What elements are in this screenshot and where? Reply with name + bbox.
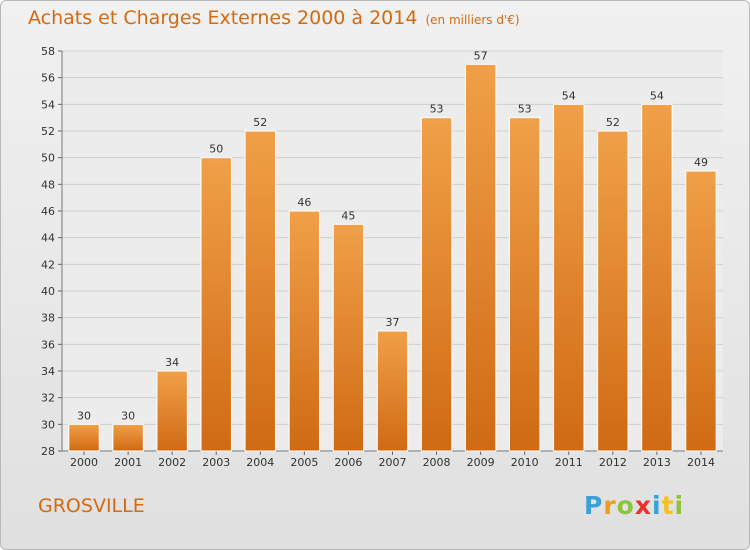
data-label-2013: 54 — [650, 89, 664, 102]
x-tick-label-2011: 2011 — [555, 456, 583, 469]
data-label-2007: 37 — [386, 316, 400, 329]
data-label-2004: 52 — [253, 116, 267, 129]
x-tick-label-2007: 2007 — [379, 456, 407, 469]
town-name: GROSVILLE — [38, 495, 145, 517]
label-layer: 30 2000 30 2001 34 2002 50 2003 52 2004 46 2005 45 20… — [70, 49, 715, 469]
x-tick-label-2000: 2000 — [70, 456, 98, 469]
bar-2003 — [200, 157, 232, 452]
y-tick-label: 46 — [41, 205, 55, 218]
logo-letter: r — [603, 491, 617, 520]
chart-title: Achats et Charges Externes 2000 à 2014 (e… — [28, 7, 520, 29]
title-text: Achats et Charges Externes 2000 à 2014 — [28, 7, 418, 29]
x-tick-label-2013: 2013 — [643, 456, 671, 469]
logo-letter: x — [634, 491, 652, 520]
x-tick-label-2012: 2012 — [599, 456, 627, 469]
bar-2004 — [244, 130, 277, 452]
data-label-2005: 46 — [297, 196, 311, 209]
y-tick-label: 34 — [41, 365, 55, 378]
data-label-2001: 30 — [121, 409, 135, 422]
bar-2005 — [288, 210, 321, 452]
bar-2014 — [685, 170, 717, 452]
y-tick-label: 38 — [41, 312, 55, 325]
data-label-2010: 53 — [518, 103, 532, 116]
x-tick-label-2003: 2003 — [202, 456, 230, 469]
data-label-2003: 50 — [209, 143, 223, 156]
bar-2012 — [597, 130, 629, 452]
y-tick-label: 44 — [41, 232, 55, 245]
data-label-2008: 53 — [430, 103, 444, 116]
proxiti-logo: Proxiti — [584, 491, 684, 520]
y-tick-label: 32 — [41, 392, 55, 405]
x-tick-label-2009: 2009 — [467, 456, 495, 469]
data-label-2014: 49 — [694, 156, 708, 169]
x-tick-label-2005: 2005 — [290, 456, 318, 469]
y-tick-label: 52 — [41, 125, 55, 138]
data-label-2012: 52 — [606, 116, 620, 129]
y-tick-label: 30 — [41, 418, 55, 431]
y-tick-label: 54 — [41, 98, 55, 111]
bar-2007 — [376, 330, 409, 452]
bar-layer — [68, 63, 717, 452]
bar-2008 — [420, 117, 453, 452]
logo-letter: i — [652, 491, 662, 520]
y-tick-label: 28 — [41, 445, 55, 458]
bar-2000 — [68, 423, 100, 452]
bar-2009 — [464, 63, 497, 452]
y-tick-label: 40 — [41, 285, 55, 298]
bar-2001 — [112, 423, 144, 452]
data-label-2009: 57 — [474, 49, 488, 62]
y-tick-label: 56 — [41, 72, 55, 85]
bar-2011 — [553, 103, 585, 452]
x-tick-label-2008: 2008 — [423, 456, 451, 469]
y-tick-label: 36 — [41, 338, 55, 351]
x-tick-label-2001: 2001 — [114, 456, 142, 469]
x-tick-label-2006: 2006 — [334, 456, 362, 469]
logo-letter: i — [674, 491, 685, 520]
x-tick-label-2004: 2004 — [246, 456, 274, 469]
y-tick-label: 50 — [41, 152, 55, 165]
y-tick-label: 42 — [41, 258, 55, 271]
logo-letter: o — [616, 491, 635, 520]
x-tick-label-2010: 2010 — [511, 456, 539, 469]
logo-letter: t — [661, 491, 675, 520]
bar-2010 — [508, 117, 541, 452]
y-tick-label: 48 — [41, 178, 55, 191]
y-tick-label: 58 — [41, 45, 55, 58]
data-label-2006: 45 — [341, 209, 355, 222]
chart-subtitle: (en milliers d'€) — [425, 13, 520, 27]
data-label-2011: 54 — [562, 89, 576, 102]
bar-2002 — [156, 370, 188, 452]
logo-letter: P — [584, 491, 604, 520]
bar-2006 — [332, 223, 365, 452]
x-tick-label-2014: 2014 — [687, 456, 715, 469]
bar-2013 — [641, 103, 673, 452]
x-tick-label-2002: 2002 — [158, 456, 186, 469]
data-label-2002: 34 — [165, 356, 179, 369]
data-label-2000: 30 — [77, 409, 91, 422]
